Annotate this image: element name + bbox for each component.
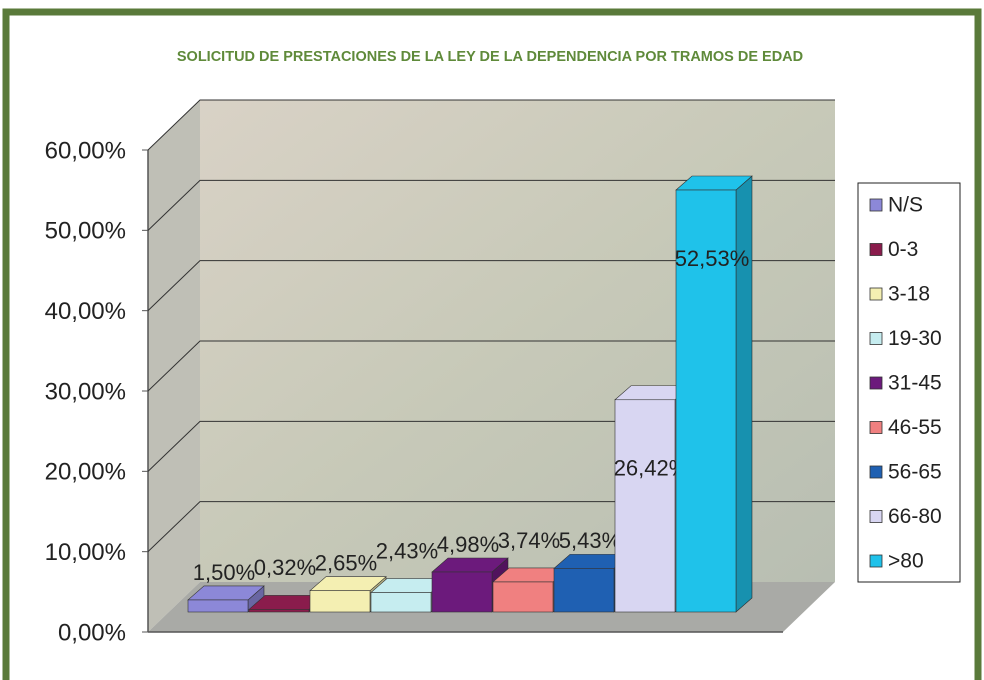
y-tick-label: 60,00%: [45, 137, 126, 164]
bar: [675, 175, 753, 613]
legend-label: 3-18: [888, 283, 930, 306]
value-label: 3,74%: [498, 528, 560, 553]
legend-label: 31-45: [888, 372, 942, 395]
bar-side-shade: [248, 585, 264, 612]
legend-label: 46-55: [888, 416, 942, 439]
value-label: 2,65%: [315, 551, 377, 576]
bar-front: [431, 571, 493, 613]
grid-line: [147, 260, 835, 312]
legend-swatch: [869, 332, 883, 345]
value-label: 4,98%: [437, 532, 499, 557]
bar-front: [187, 599, 249, 613]
y-tick-label: 0,00%: [58, 619, 126, 646]
grid-line: [147, 340, 835, 392]
bar-front: [675, 189, 737, 613]
legend-swatch: [869, 243, 883, 256]
grid-line: [147, 179, 835, 231]
legend-label: 56-65: [888, 461, 942, 484]
bar-front: [370, 592, 432, 613]
y-tick-label: 50,00%: [45, 218, 126, 245]
value-label: 52,53%: [675, 246, 750, 271]
bar-front: [614, 399, 676, 613]
bar-front: [309, 590, 371, 613]
bar-side-shade: [736, 176, 752, 612]
y-tick-label: 20,00%: [45, 459, 126, 486]
bar-front: [492, 581, 554, 613]
legend-label: 19-30: [888, 327, 942, 350]
chart-title: SOLICITUD DE PRESTACIONES DE LA LEY DE L…: [177, 49, 803, 65]
legend-swatch: [869, 421, 883, 434]
legend-swatch: [869, 376, 883, 390]
value-label: 1,50%: [193, 560, 255, 585]
legend-label: 0-3: [888, 238, 918, 261]
y-tick-label: 40,00%: [45, 298, 126, 325]
bar-front: [248, 609, 310, 613]
legend-swatch: [869, 465, 883, 479]
value-label: 0,32%: [254, 555, 316, 580]
legend-swatch: [869, 287, 883, 301]
y-tick-label: 30,00%: [45, 378, 126, 405]
value-label: 2,43%: [376, 538, 438, 563]
bar-front: [553, 568, 615, 613]
legend-swatch: [869, 198, 883, 212]
value-label: 5,43%: [559, 528, 621, 553]
grid-line: [147, 99, 835, 151]
legend-swatch: [869, 510, 883, 523]
legend-label: N/S: [888, 194, 923, 217]
legend-label: 66-80: [888, 505, 942, 528]
legend-swatch: [869, 554, 883, 568]
y-tick-label: 10,00%: [45, 539, 126, 566]
legend-label: >80: [888, 550, 924, 573]
bar: [187, 585, 265, 613]
